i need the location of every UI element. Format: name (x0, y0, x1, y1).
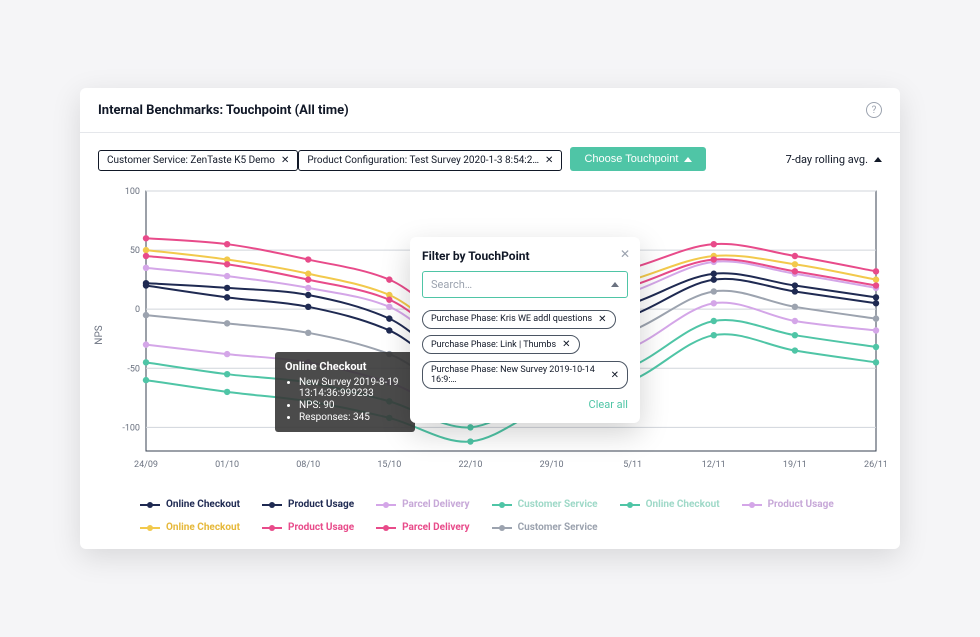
tooltip-line: NPS: 90 (299, 400, 405, 411)
y-axis-label: NPS (94, 325, 105, 344)
help-icon[interactable]: ? (866, 102, 882, 118)
legend-marker (262, 524, 282, 532)
chart-area: NPS -100 -50 0 50 100 24/09 01/10 08/10 15/10 22/… (80, 177, 900, 493)
popover-title: Filter by TouchPoint (422, 249, 628, 263)
legend-label: Product Usage (288, 522, 354, 533)
legend-label: Online Checkout (166, 499, 240, 510)
legend-item[interactable]: Online Checkout (140, 522, 240, 533)
legend-label: Parcel Delivery (402, 522, 469, 533)
close-icon[interactable]: ✕ (620, 247, 630, 261)
rolling-avg-label: 7-day rolling avg. (786, 153, 868, 166)
legend-marker (742, 501, 762, 509)
touchpoint-pill-label: Purchase Phase: Link | Thumbs (431, 340, 556, 350)
svg-text:22/10: 22/10 (458, 460, 482, 470)
legend-label: Customer Service (518, 522, 598, 533)
search-placeholder: Search… (431, 278, 472, 291)
choose-touchpoint-label: Choose Touchpoint (584, 153, 678, 165)
benchmark-card: Internal Benchmarks: Touchpoint (All tim… (80, 88, 900, 549)
legend-item[interactable]: Online Checkout (620, 499, 720, 510)
svg-text:0: 0 (135, 305, 140, 315)
filter-chip[interactable]: Product Configuration: Test Survey 2020-… (298, 150, 562, 171)
legend-item[interactable]: Customer Service (492, 522, 598, 533)
legend-item[interactable]: Online Checkout (140, 499, 240, 510)
close-icon[interactable]: ✕ (281, 155, 289, 166)
legend-marker (140, 524, 160, 532)
close-icon[interactable]: ✕ (598, 314, 606, 325)
clear-all-link[interactable]: Clear all (422, 398, 628, 411)
svg-text:08/10: 08/10 (296, 460, 320, 470)
caret-up-icon (684, 157, 692, 162)
legend-marker (620, 501, 640, 509)
legend-marker (376, 501, 396, 509)
legend-label: Product Usage (768, 499, 834, 510)
touchpoint-pill-label: Purchase Phase: New Survey 2019-10-14 16… (431, 365, 605, 385)
svg-text:-50: -50 (127, 364, 140, 374)
filter-chip-label: Product Configuration: Test Survey 2020-… (307, 155, 539, 166)
filter-chip[interactable]: Customer Service: ZenTaste K5 Demo ✕ (98, 150, 298, 171)
legend-item[interactable]: Product Usage (262, 499, 354, 510)
svg-text:15/10: 15/10 (377, 460, 401, 470)
caret-up-icon (874, 157, 882, 162)
legend-label: Online Checkout (166, 522, 240, 533)
legend-label: Product Usage (288, 499, 354, 510)
svg-text:12/11: 12/11 (702, 460, 726, 470)
tooltip-line: Responses: 345 (299, 412, 405, 423)
close-icon[interactable]: ✕ (545, 155, 553, 166)
svg-text:19/11: 19/11 (783, 460, 807, 470)
legend-marker (262, 501, 282, 509)
svg-text:5/11: 5/11 (623, 460, 642, 470)
legend-label: Customer Service (518, 499, 598, 510)
touchpoint-filter-popover: ✕ Filter by TouchPoint Search… Purchase … (410, 237, 640, 423)
chart-legend: Online Checkout Product Usage Parcel Deliv… (80, 493, 900, 549)
rolling-avg-dropdown[interactable]: 7-day rolling avg. (786, 153, 882, 166)
touchpoint-search-input[interactable]: Search… (422, 271, 628, 298)
caret-up-icon (611, 282, 619, 287)
legend-label: Online Checkout (646, 499, 720, 510)
touchpoint-pill[interactable]: Purchase Phase: New Survey 2019-10-14 16… (422, 361, 628, 389)
close-icon[interactable]: ✕ (562, 339, 570, 350)
legend-item[interactable]: Product Usage (262, 522, 354, 533)
touchpoint-pill[interactable]: Purchase Phase: Link | Thumbs ✕ (422, 335, 580, 354)
svg-text:50: 50 (130, 246, 140, 256)
legend-item[interactable]: Parcel Delivery (376, 522, 469, 533)
svg-text:26/11: 26/11 (864, 460, 886, 470)
svg-text:-100: -100 (122, 423, 140, 433)
legend-marker (376, 524, 396, 532)
close-icon[interactable]: ✕ (611, 370, 619, 381)
filter-chip-label: Customer Service: ZenTaste K5 Demo (107, 155, 275, 166)
choose-touchpoint-button[interactable]: Choose Touchpoint (570, 147, 706, 171)
legend-item[interactable]: Customer Service (492, 499, 598, 510)
legend-marker (492, 501, 512, 509)
controls-row: Customer Service: ZenTaste K5 Demo ✕ Produ… (80, 133, 900, 177)
svg-text:01/10: 01/10 (215, 460, 239, 470)
svg-text:29/10: 29/10 (540, 460, 564, 470)
legend-label: Parcel Delivery (402, 499, 469, 510)
legend-item[interactable]: Product Usage (742, 499, 834, 510)
legend-item[interactable]: Parcel Delivery (376, 499, 469, 510)
touchpoint-pill[interactable]: Purchase Phase: Kris WE addl questions ✕ (422, 310, 616, 329)
touchpoint-pill-label: Purchase Phase: Kris WE addl questions (431, 314, 592, 324)
tooltip-title: Online Checkout (285, 360, 405, 373)
svg-text:24/09: 24/09 (134, 460, 158, 470)
card-header: Internal Benchmarks: Touchpoint (All tim… (80, 88, 900, 133)
legend-marker (140, 501, 160, 509)
legend-marker (492, 524, 512, 532)
svg-text:100: 100 (125, 187, 140, 197)
chart-tooltip: Online Checkout New Survey 2019-8-19 13:… (275, 352, 415, 432)
tooltip-line: New Survey 2019-8-19 13:14:36:999233 (299, 377, 405, 399)
card-title: Internal Benchmarks: Touchpoint (All tim… (98, 103, 349, 118)
